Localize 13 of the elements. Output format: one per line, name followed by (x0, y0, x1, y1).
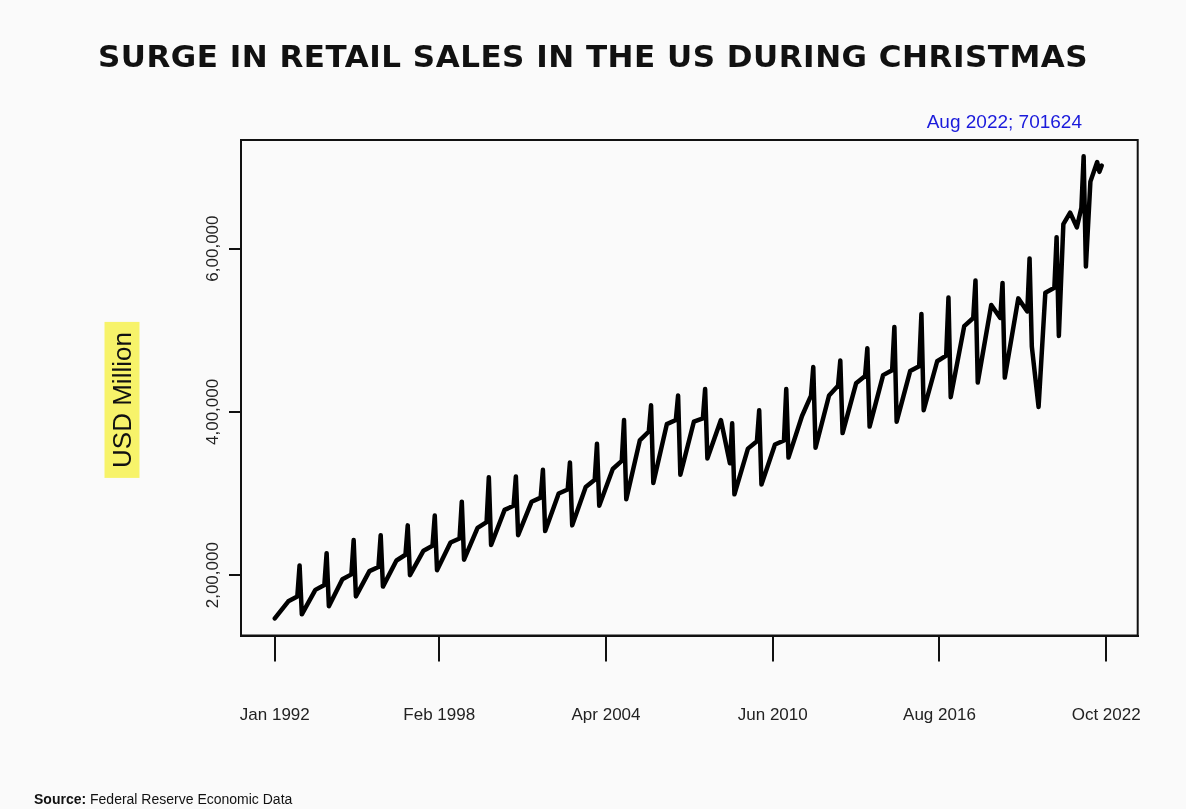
y-tick-label: 4,00,000 (202, 378, 222, 445)
x-tick-label: Aug 2016 (903, 705, 976, 725)
x-tick-label: Jun 2010 (737, 705, 808, 725)
y-tick-label: 2,00,000 (202, 542, 222, 609)
source-note: Source: Federal Reserve Economic Data (34, 791, 293, 807)
y-axis-title: USD Million (104, 322, 140, 478)
x-tick-label: Apr 2004 (571, 705, 641, 725)
text: Aug 2022; 701624 (926, 111, 1082, 133)
y-tick-label: 6,00,000 (202, 215, 222, 282)
chart-title: SURGE IN RETAIL SALES IN THE US DURING CHRISTMAS (96, 38, 1090, 74)
x-tick-label: Oct 2022 (1071, 705, 1141, 725)
x-tick-label: Feb 1998 (403, 705, 476, 725)
x-tick-label: Jan 1992 (239, 705, 310, 725)
